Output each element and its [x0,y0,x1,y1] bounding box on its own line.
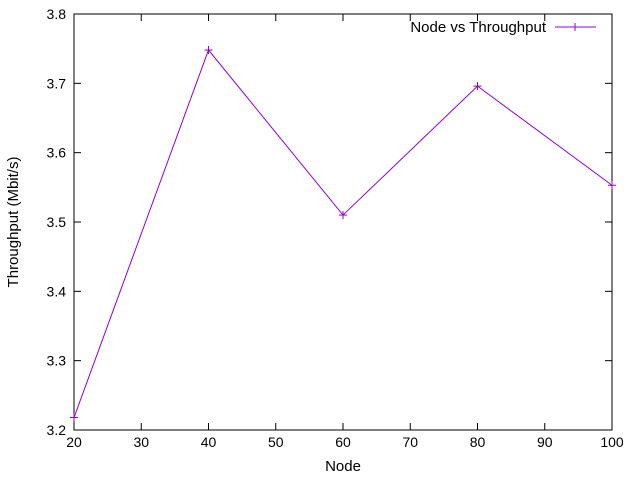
data-point-marker [70,413,78,422]
x-tick-label: 100 [600,434,624,450]
y-tick-label: 3.6 [47,145,67,161]
x-tick-label: 90 [537,434,553,450]
x-tick-label: 40 [201,434,217,450]
plot-border [73,13,613,431]
series-line [73,49,613,418]
data-point-marker [473,82,482,91]
x-tick-label: 20 [66,434,82,450]
y-tick-label: 3.2 [47,422,67,438]
data-point-marker [339,211,347,220]
x-axis-label: Node [325,458,361,475]
y-tick-label: 3.7 [47,75,67,91]
x-tick-label: 50 [268,434,284,450]
y-tick-label: 3.5 [47,214,67,230]
x-tick-label: 30 [133,434,149,450]
y-axis-ticks: 3.2 3.3 3.4 3.5 3.6 3.7 3.8 [47,6,612,438]
series-layer [70,46,616,422]
y-tick-label: 3.3 [47,353,67,369]
data-point-marker [608,181,616,190]
y-tick-label: 3.4 [47,283,67,299]
y-axis-label: Throughput (Mbit/s) [5,157,22,288]
legend-plus-marker [571,23,579,31]
x-tick-label: 80 [470,434,486,450]
plot-frame [73,13,613,431]
legend: Node vs Throughput [410,19,596,36]
legend-marker [571,23,579,31]
x-tick-label: 70 [402,434,418,450]
y-tick-label: 3.8 [47,6,67,22]
data-point-marker [204,46,213,55]
x-tick-label: 60 [335,434,351,450]
x-axis-ticks: 20 30 40 50 60 70 80 90 100 [66,14,624,450]
legend-label: Node vs Throughput [410,19,546,36]
